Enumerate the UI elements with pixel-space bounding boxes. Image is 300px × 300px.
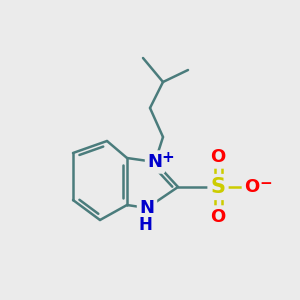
Text: +: +: [162, 149, 174, 164]
Text: S: S: [211, 177, 226, 197]
Text: N: N: [140, 199, 154, 217]
Text: O: O: [210, 208, 226, 226]
Text: O: O: [210, 148, 226, 166]
Text: −: −: [260, 176, 272, 190]
Text: H: H: [138, 216, 152, 234]
Text: N: N: [148, 153, 163, 171]
Text: O: O: [244, 178, 260, 196]
